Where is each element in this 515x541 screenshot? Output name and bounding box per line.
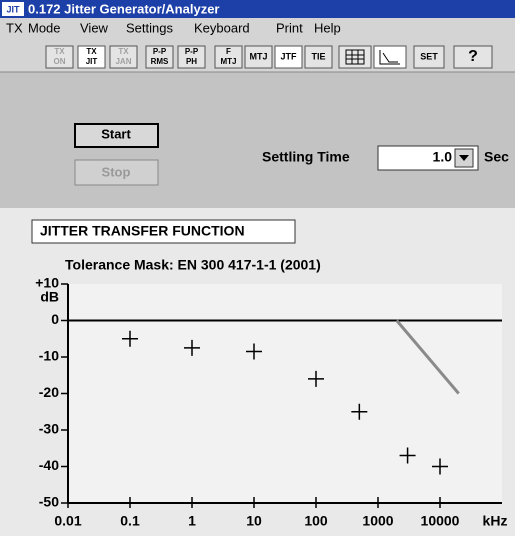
table-view-button[interactable] [338, 45, 372, 69]
toolbar-button-label: RMS [151, 57, 169, 66]
menu-item[interactable]: Keyboard [194, 20, 250, 35]
settling-value: 1.0 [433, 149, 453, 165]
x-tick-label: 0.01 [54, 513, 81, 529]
x-tick-label: 0.1 [120, 513, 140, 529]
graph-icon [379, 50, 400, 65]
toolbar-button-label: MTJ [250, 51, 268, 61]
x-tick-label: 1000 [362, 513, 393, 529]
menu-item[interactable]: Mode [28, 20, 61, 35]
toolbar-button-label: TX [54, 47, 65, 56]
toolbar-button-label: PH [186, 57, 197, 66]
y-tick-label: -50 [39, 494, 59, 510]
toolbar-button[interactable] [453, 45, 493, 69]
toolbar-button-label: ON [54, 57, 66, 66]
toolbar-button-label: JIT [86, 57, 98, 66]
data-point [432, 458, 448, 475]
toolbar-button[interactable] [413, 45, 445, 69]
toolbar-button[interactable] [77, 45, 106, 69]
menu-item[interactable]: Help [314, 20, 341, 35]
toolbar-button[interactable] [214, 45, 243, 69]
graph-view-button[interactable] [373, 45, 407, 69]
y-tick-label: -10 [39, 348, 59, 364]
toolbar-button[interactable] [145, 45, 174, 69]
x-tick-label: 1 [188, 513, 196, 529]
x-tick-label: 100 [304, 513, 328, 529]
menu-item[interactable]: Print [276, 20, 303, 35]
toolbar-button-label: TX [118, 47, 129, 56]
menu-item[interactable]: TX [6, 20, 23, 35]
settling-label: Settling Time [262, 149, 350, 165]
toolbar-button[interactable] [274, 45, 303, 69]
data-point [351, 403, 368, 420]
toolbar-button[interactable] [109, 45, 138, 69]
data-point [122, 330, 138, 347]
toolbar-button-label: P-P [185, 47, 199, 56]
stop-label: Stop [102, 164, 131, 179]
settling-unit: Sec [484, 149, 509, 165]
window-title: 0.172 Jitter Generator/Analyzer [28, 1, 219, 16]
y-tick-label: 0 [51, 311, 59, 327]
toolbar-button[interactable] [244, 45, 273, 69]
toolbar-button-label: MTJ [221, 57, 237, 66]
x-tick-label: 10000 [421, 513, 460, 529]
x-axis-label: kHz [483, 513, 508, 529]
y-tick-label: -20 [39, 384, 59, 400]
toolbar-button-label: JTF [280, 51, 297, 61]
app-icon-text: JIT [6, 4, 20, 14]
y-tick-label: -40 [39, 457, 59, 473]
data-point [399, 447, 416, 464]
toolbar-button-label: TX [86, 47, 97, 56]
dropdown-arrow [459, 155, 469, 161]
toolbar-button[interactable] [304, 45, 333, 69]
y-tick-label: -30 [39, 421, 59, 437]
y-axis-label: dB [40, 289, 59, 305]
toolbar-button-label: SET [420, 51, 438, 61]
start-button[interactable] [74, 123, 159, 148]
toolbar-button-label: F [226, 47, 231, 56]
title-bar [0, 0, 515, 18]
panel-title-box [31, 219, 296, 244]
data-point [308, 370, 324, 387]
stop-button[interactable] [74, 159, 159, 186]
start-label: Start [101, 126, 131, 141]
toolbar-button-label: ? [468, 48, 478, 65]
menu-bar [0, 18, 515, 40]
app-icon [2, 2, 24, 16]
panel-title: JITTER TRANSFER FUNCTION [40, 223, 245, 239]
toolbar-button-label: TIE [311, 51, 325, 61]
x-tick-label: 10 [246, 513, 262, 529]
plot-area [68, 284, 502, 503]
data-point [184, 339, 200, 356]
line-series [395, 319, 460, 395]
toolbar-button[interactable] [45, 45, 74, 69]
table-icon [345, 49, 365, 65]
menu-item[interactable]: Settings [126, 20, 173, 35]
data-point [246, 343, 262, 360]
y-tick-label: +10 [35, 275, 59, 291]
toolbar-button-label: JAN [115, 57, 131, 66]
panel-subtitle: Tolerance Mask: EN 300 417-1-1 (2001) [65, 257, 321, 273]
menu-item[interactable]: View [80, 20, 109, 35]
toolbar-button-label: P-P [153, 47, 167, 56]
toolbar-button[interactable] [177, 45, 206, 69]
